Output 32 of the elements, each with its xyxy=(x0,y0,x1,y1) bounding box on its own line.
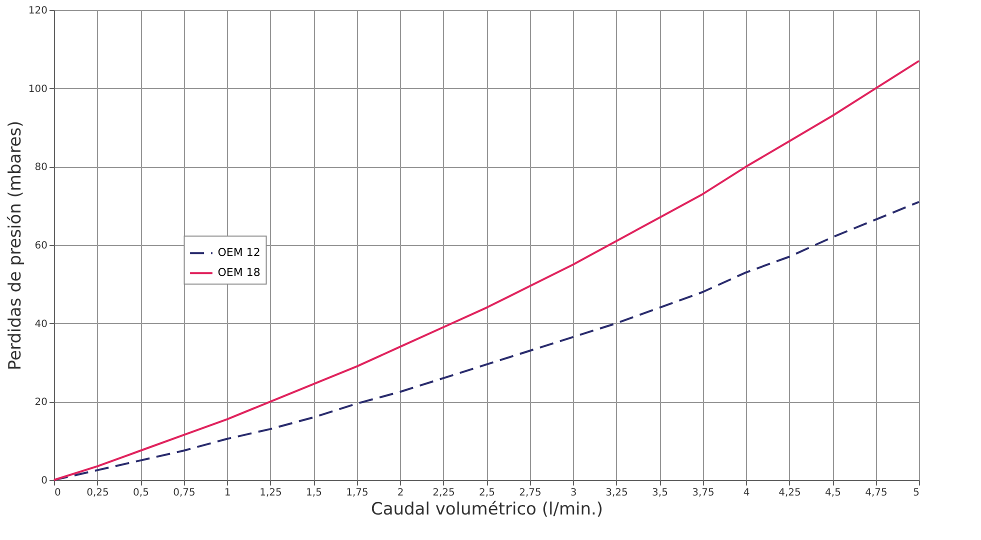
x-tick-label: 0 xyxy=(54,488,61,498)
y-tick-label: 40 xyxy=(34,318,48,330)
x-tick-label: 0,75 xyxy=(173,488,196,498)
x-tick-label: 1,75 xyxy=(346,488,368,498)
x-tick-label: 0,5 xyxy=(133,488,149,498)
x-tick-label: 1 xyxy=(224,488,231,498)
legend-label: OEM 12 xyxy=(218,246,260,260)
x-tick-label: 3,25 xyxy=(606,488,628,498)
x-tick-label: 4 xyxy=(743,488,750,498)
x-axis-title: Caudal volumétrico (l/min.) xyxy=(370,500,604,520)
x-tick-label: 2,75 xyxy=(519,488,542,498)
y-tick-label: 120 xyxy=(28,6,48,16)
x-tick-label: 4,5 xyxy=(825,488,841,498)
x-tick-label: 0,25 xyxy=(86,488,109,498)
y-tick-label: 60 xyxy=(34,240,48,252)
y-tick-label: 80 xyxy=(34,162,48,174)
x-tick-label: 3,75 xyxy=(692,488,714,498)
x-tick-label: 1,25 xyxy=(260,488,282,498)
x-tick-label: 3 xyxy=(570,488,577,498)
x-tick-label: 4,75 xyxy=(865,488,888,498)
x-tick-label: 1,5 xyxy=(306,488,322,498)
x-tick-label: 3,5 xyxy=(652,488,668,498)
x-tick-label: 4,25 xyxy=(778,488,801,498)
y-tick-label: 0 xyxy=(41,476,48,486)
x-tick-label: 2 xyxy=(397,488,404,498)
y-tick-label: 100 xyxy=(28,84,48,95)
x-tick-label: 5 xyxy=(913,488,920,498)
y-tick-label: 20 xyxy=(34,397,48,408)
legend-label: OEM 18 xyxy=(218,266,260,280)
x-tick-label: 2,5 xyxy=(479,488,495,498)
y-axis-title: Perdidas de presión (mbares) xyxy=(5,120,26,370)
x-tick-label: 2,25 xyxy=(432,488,455,498)
